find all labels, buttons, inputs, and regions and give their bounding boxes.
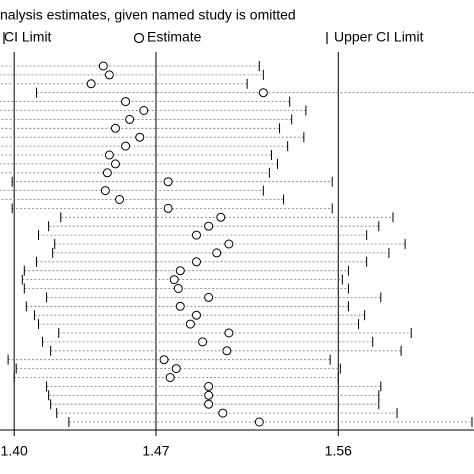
estimate-point	[175, 266, 185, 276]
estimate-point	[169, 275, 179, 285]
estimate-point	[102, 168, 112, 178]
estimate-point	[191, 230, 201, 240]
estimate-point	[86, 79, 96, 89]
estimate-point	[204, 221, 214, 231]
legend-label: Estimate	[147, 29, 202, 45]
estimate-point	[175, 301, 185, 311]
estimate-point	[222, 346, 232, 356]
estimate-point	[171, 364, 181, 374]
estimate-point	[135, 132, 145, 142]
estimate-point	[173, 284, 183, 293]
estimate-point	[191, 310, 201, 320]
x-tick-label: 1.56	[325, 443, 352, 459]
estimate-point	[198, 337, 208, 347]
estimate-point	[163, 177, 173, 187]
estimate-point	[110, 123, 120, 133]
estimate-point	[163, 203, 173, 213]
estimate-point	[191, 257, 201, 267]
estimate-point	[115, 195, 125, 204]
estimate-point	[212, 248, 222, 258]
legend-marker	[133, 32, 145, 44]
estimate-point	[204, 381, 214, 391]
estimate-point	[258, 88, 268, 98]
estimate-point	[204, 390, 214, 400]
estimate-point	[224, 239, 234, 249]
estimate-point	[254, 417, 264, 427]
estimate-point	[216, 212, 226, 222]
estimate-point	[100, 186, 110, 196]
estimate-point	[204, 399, 214, 409]
x-tick-label: 1.47	[142, 443, 169, 459]
estimate-point	[121, 97, 131, 107]
x-tick-label: 1.40	[1, 443, 28, 459]
estimate-point	[204, 292, 214, 302]
estimate-point	[104, 150, 114, 160]
estimate-point	[125, 114, 135, 124]
estimate-point	[218, 408, 228, 418]
estimate-point	[98, 61, 108, 71]
estimate-point	[224, 328, 234, 338]
estimate-point	[159, 355, 169, 365]
estimate-point	[165, 373, 175, 382]
estimate-point	[121, 141, 131, 151]
estimate-point	[110, 159, 120, 169]
legend-label: Upper CI Limit	[334, 29, 424, 45]
estimate-point	[185, 319, 195, 329]
legend-label: CI Limit	[4, 29, 52, 45]
estimate-point	[104, 70, 114, 80]
chart-title: nalysis estimates, given named study is …	[0, 7, 296, 23]
estimate-point	[139, 106, 149, 115]
